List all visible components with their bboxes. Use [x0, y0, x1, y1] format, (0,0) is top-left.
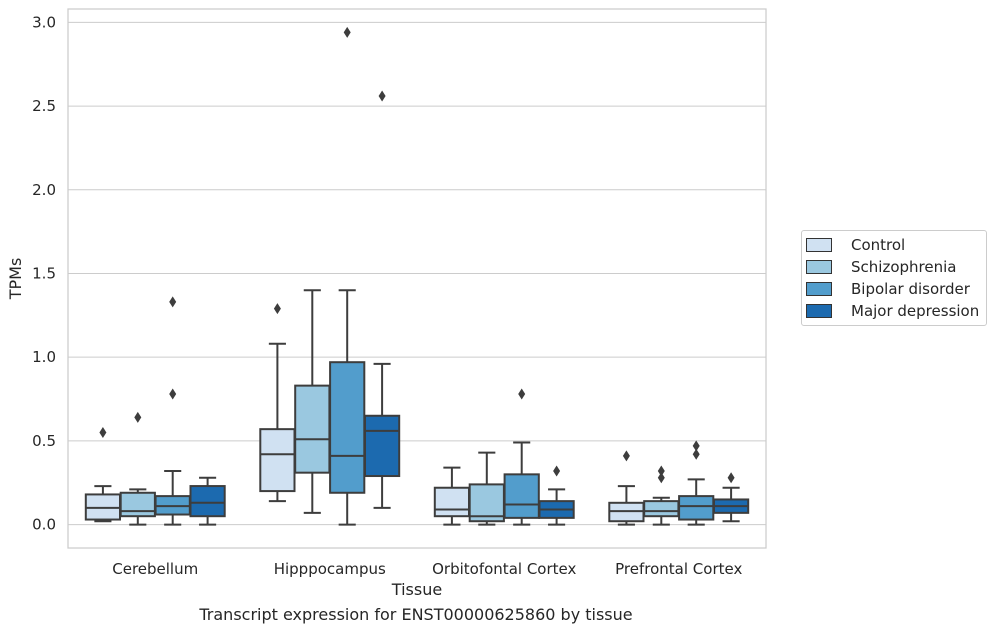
box — [294, 289, 331, 514]
outlier-point — [727, 472, 735, 484]
legend-label: Bipolar disorder — [851, 280, 970, 298]
series-control — [84, 303, 645, 526]
series-bipolar-disorder — [154, 26, 715, 526]
y-tick-label: 2.5 — [32, 97, 56, 115]
outlier-point — [657, 472, 665, 484]
box-rect — [468, 483, 505, 523]
outlier-point — [99, 427, 107, 438]
plot-frame — [67, 8, 767, 549]
outlier-point — [343, 26, 351, 38]
x-tick-labels: Cerebellum Hipppocampus Orbitofontal Corte… — [112, 560, 742, 578]
box-rect — [119, 491, 156, 518]
box-rect — [433, 486, 471, 518]
box — [678, 440, 715, 526]
legend-label: Schizophrenia — [851, 258, 957, 276]
outlier-point — [169, 296, 177, 308]
x-axis-label: Tissue — [391, 580, 442, 599]
x-tick-label: Prefrontal Cortex — [615, 560, 742, 578]
box — [329, 26, 366, 526]
outlier-point — [378, 90, 386, 102]
outlier-point — [692, 448, 700, 460]
legend-swatch — [806, 304, 832, 318]
box-rect — [643, 500, 680, 518]
y-tick-labels: 0.0 0.5 1.0 1.5 2.0 2.5 3.0 — [32, 13, 56, 533]
box — [712, 472, 750, 523]
box — [189, 476, 226, 526]
box-rect — [294, 384, 331, 474]
y-axis-label: TPMs — [6, 258, 25, 301]
y-tick-label: 0.0 — [32, 516, 56, 534]
chart-caption: Transcript expression for ENST0000062586… — [199, 605, 633, 624]
outlier-point — [622, 450, 630, 462]
series-major-depression — [189, 90, 750, 526]
outlier-point — [518, 388, 526, 400]
legend-label: Major depression — [851, 302, 980, 320]
series-schizophrenia — [119, 289, 680, 526]
legend-item-major-depression: Major depression — [806, 301, 979, 321]
legend-item-bipolar-disorder: Bipolar disorder — [806, 279, 970, 299]
outlier-point — [692, 440, 700, 452]
x-tick-label: Cerebellum — [112, 560, 198, 578]
y-tick-label: 0.5 — [32, 432, 56, 450]
outlier-point — [134, 411, 142, 423]
box-rect — [259, 428, 296, 493]
outlier-point — [273, 303, 281, 315]
box — [259, 303, 296, 503]
legend-swatch — [806, 282, 832, 296]
legend: Control Schizophrenia Bipolar disorder M… — [801, 230, 987, 326]
box — [538, 465, 575, 526]
y-tick-label: 2.0 — [32, 181, 56, 199]
y-tick-label: 1.5 — [32, 264, 56, 282]
box-rect — [189, 485, 226, 518]
y-tick-label: 1.0 — [32, 348, 56, 366]
legend-label: Control — [851, 236, 906, 254]
box — [433, 466, 471, 526]
outlier-point — [169, 388, 177, 400]
box — [154, 296, 191, 526]
box-rect — [503, 473, 540, 519]
legend-item-control: Control — [806, 235, 905, 255]
box — [608, 450, 645, 526]
box — [84, 427, 122, 523]
box — [119, 411, 156, 526]
outlier-point — [657, 465, 665, 477]
legend-swatch — [806, 260, 832, 274]
box-rect — [329, 361, 366, 494]
legend-item-schizophrenia: Schizophrenia — [806, 257, 956, 277]
x-tick-label: Hipppocampus — [274, 560, 386, 578]
box-series — [84, 26, 750, 526]
box-rect — [678, 495, 715, 521]
box — [643, 465, 680, 526]
legend-swatch — [806, 238, 832, 252]
y-tick-label: 3.0 — [32, 13, 56, 31]
box — [503, 388, 540, 526]
outlier-point — [553, 465, 561, 477]
box-rect — [363, 414, 401, 478]
box — [468, 451, 505, 526]
y-gridlines — [68, 21, 766, 526]
box — [363, 90, 401, 509]
x-tick-label: Orbitofontal Cortex — [432, 560, 576, 578]
